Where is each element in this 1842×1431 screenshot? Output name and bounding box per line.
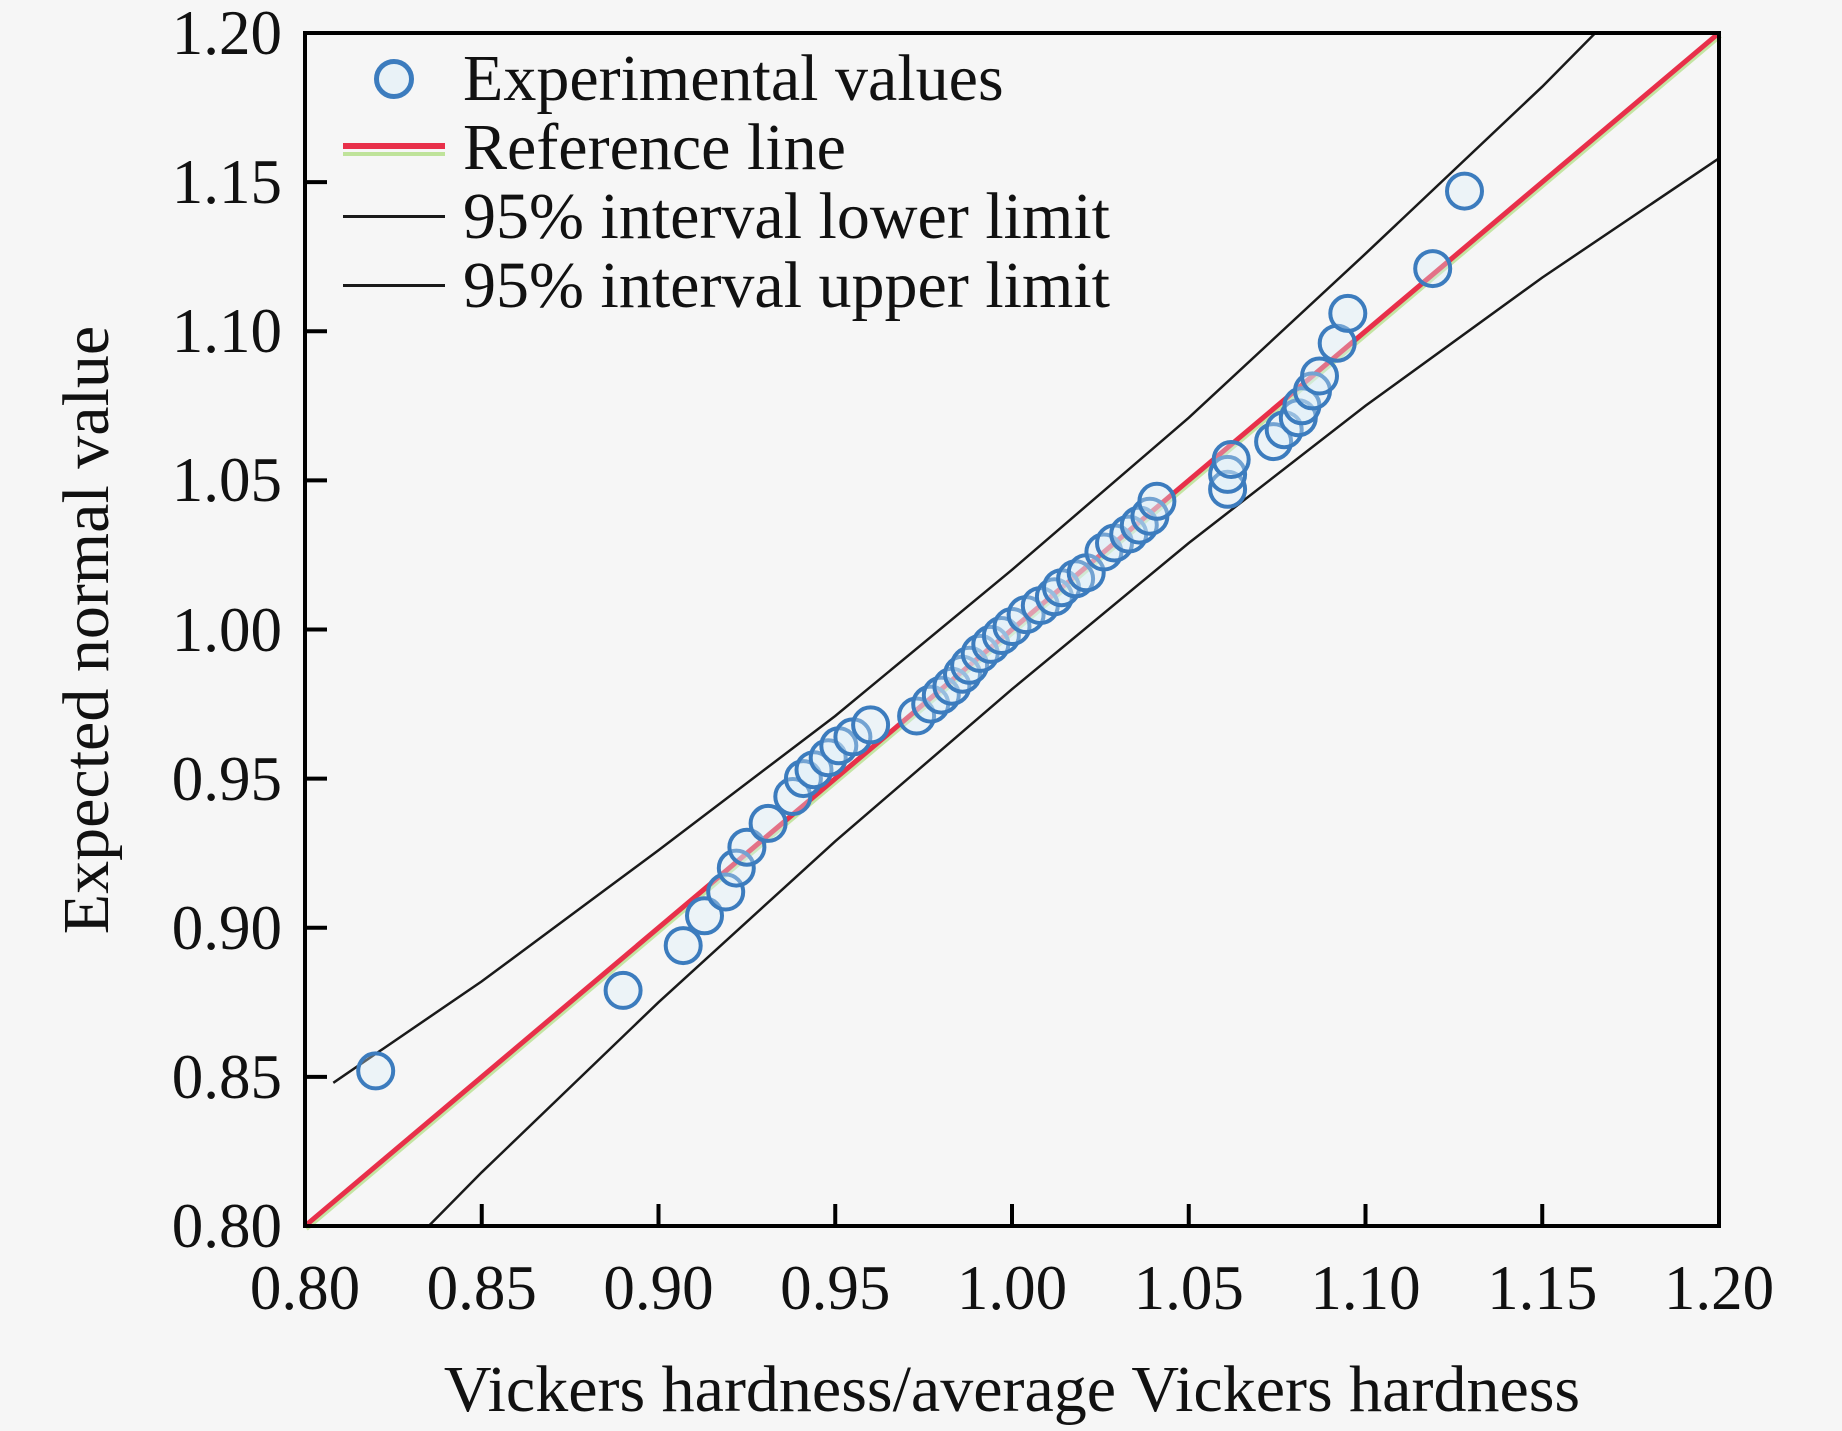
legend-item-experimental-values: Experimental values — [343, 44, 1110, 113]
x-tick-label: 0.90 — [603, 1253, 714, 1323]
experimental-point — [1413, 249, 1453, 289]
experimental-point — [603, 970, 643, 1010]
reference-line — [303, 31, 1721, 1228]
experimental-point — [685, 896, 724, 936]
red-line-icon — [343, 143, 445, 149]
green-underlay-line-icon — [343, 152, 445, 156]
confidence-limit-lines — [332, 32, 1720, 1227]
black-line-icon — [343, 284, 445, 287]
y-tick-label: 1.05 — [171, 445, 282, 516]
ci-lower-limit-line — [332, 32, 1597, 1084]
y-tick-label: 0.80 — [171, 1191, 282, 1261]
experimental-point — [1137, 481, 1177, 521]
y-axis-title: Expected normal value — [50, 325, 123, 935]
y-tick-label: 0.85 — [171, 1041, 282, 1112]
experimental-point — [1208, 454, 1248, 494]
reference-line-group — [303, 31, 1722, 1231]
experimental-point — [716, 848, 756, 888]
x-tick-label: 0.85 — [426, 1253, 537, 1323]
reference-line-underlay — [305, 34, 1722, 1231]
legend-label: Experimental values — [463, 42, 1004, 115]
experimental-point — [663, 926, 703, 966]
y-tick-label: 1.00 — [171, 594, 282, 665]
y-tick-label: 0.90 — [171, 892, 282, 963]
legend-item-lower-limit: 95% interval lower limit — [343, 182, 1110, 251]
experimental-point — [1328, 293, 1368, 333]
legend-swatch-area — [343, 182, 445, 251]
x-tick-label: 1.10 — [1310, 1253, 1421, 1323]
axis-ticks — [303, 31, 1721, 1228]
legend-swatch-area — [343, 113, 445, 182]
legend-item-upper-limit: 95% interval upper limit — [343, 251, 1110, 320]
x-tick-label: 1.15 — [1487, 1253, 1598, 1323]
experimental-points-group — [356, 171, 1484, 1091]
x-tick-label: 0.80 — [249, 1253, 361, 1323]
experimental-point — [1208, 469, 1248, 509]
experimental-point — [356, 1051, 396, 1091]
x-axis-title: Vickers hardness/average Vickers hardnes… — [443, 1353, 1581, 1426]
experimental-point — [748, 803, 788, 843]
experimental-point — [706, 872, 746, 912]
y-tick-label: 0.95 — [171, 743, 282, 814]
legend: Experimental values Reference line 95% i… — [343, 44, 1110, 320]
legend-item-reference-line: Reference line — [343, 113, 1110, 182]
y-tick-label: 1.10 — [171, 296, 282, 367]
experimental-point — [727, 827, 767, 867]
experimental-point — [1445, 171, 1484, 211]
legend-label: 95% interval lower limit — [463, 180, 1111, 253]
experimental-point — [851, 705, 891, 745]
open-circle-marker-icon — [374, 58, 414, 99]
experimental-point — [1211, 440, 1251, 479]
x-tick-label: 0.95 — [780, 1253, 891, 1323]
experimental-point — [1300, 356, 1339, 396]
x-tick-label: 1.00 — [956, 1253, 1068, 1323]
y-tick-label: 1.20 — [171, 0, 282, 68]
ci-upper-limit-line — [427, 157, 1720, 1227]
legend-swatch-area — [343, 44, 445, 113]
black-line-icon — [343, 215, 445, 218]
x-tick-label: 1.20 — [1663, 1253, 1775, 1323]
legend-swatch-area — [343, 251, 445, 320]
legend-label: Reference line — [463, 111, 846, 184]
y-tick-label: 1.15 — [171, 147, 282, 218]
legend-label: 95% interval upper limit — [463, 249, 1111, 322]
x-tick-label: 1.05 — [1133, 1253, 1244, 1323]
